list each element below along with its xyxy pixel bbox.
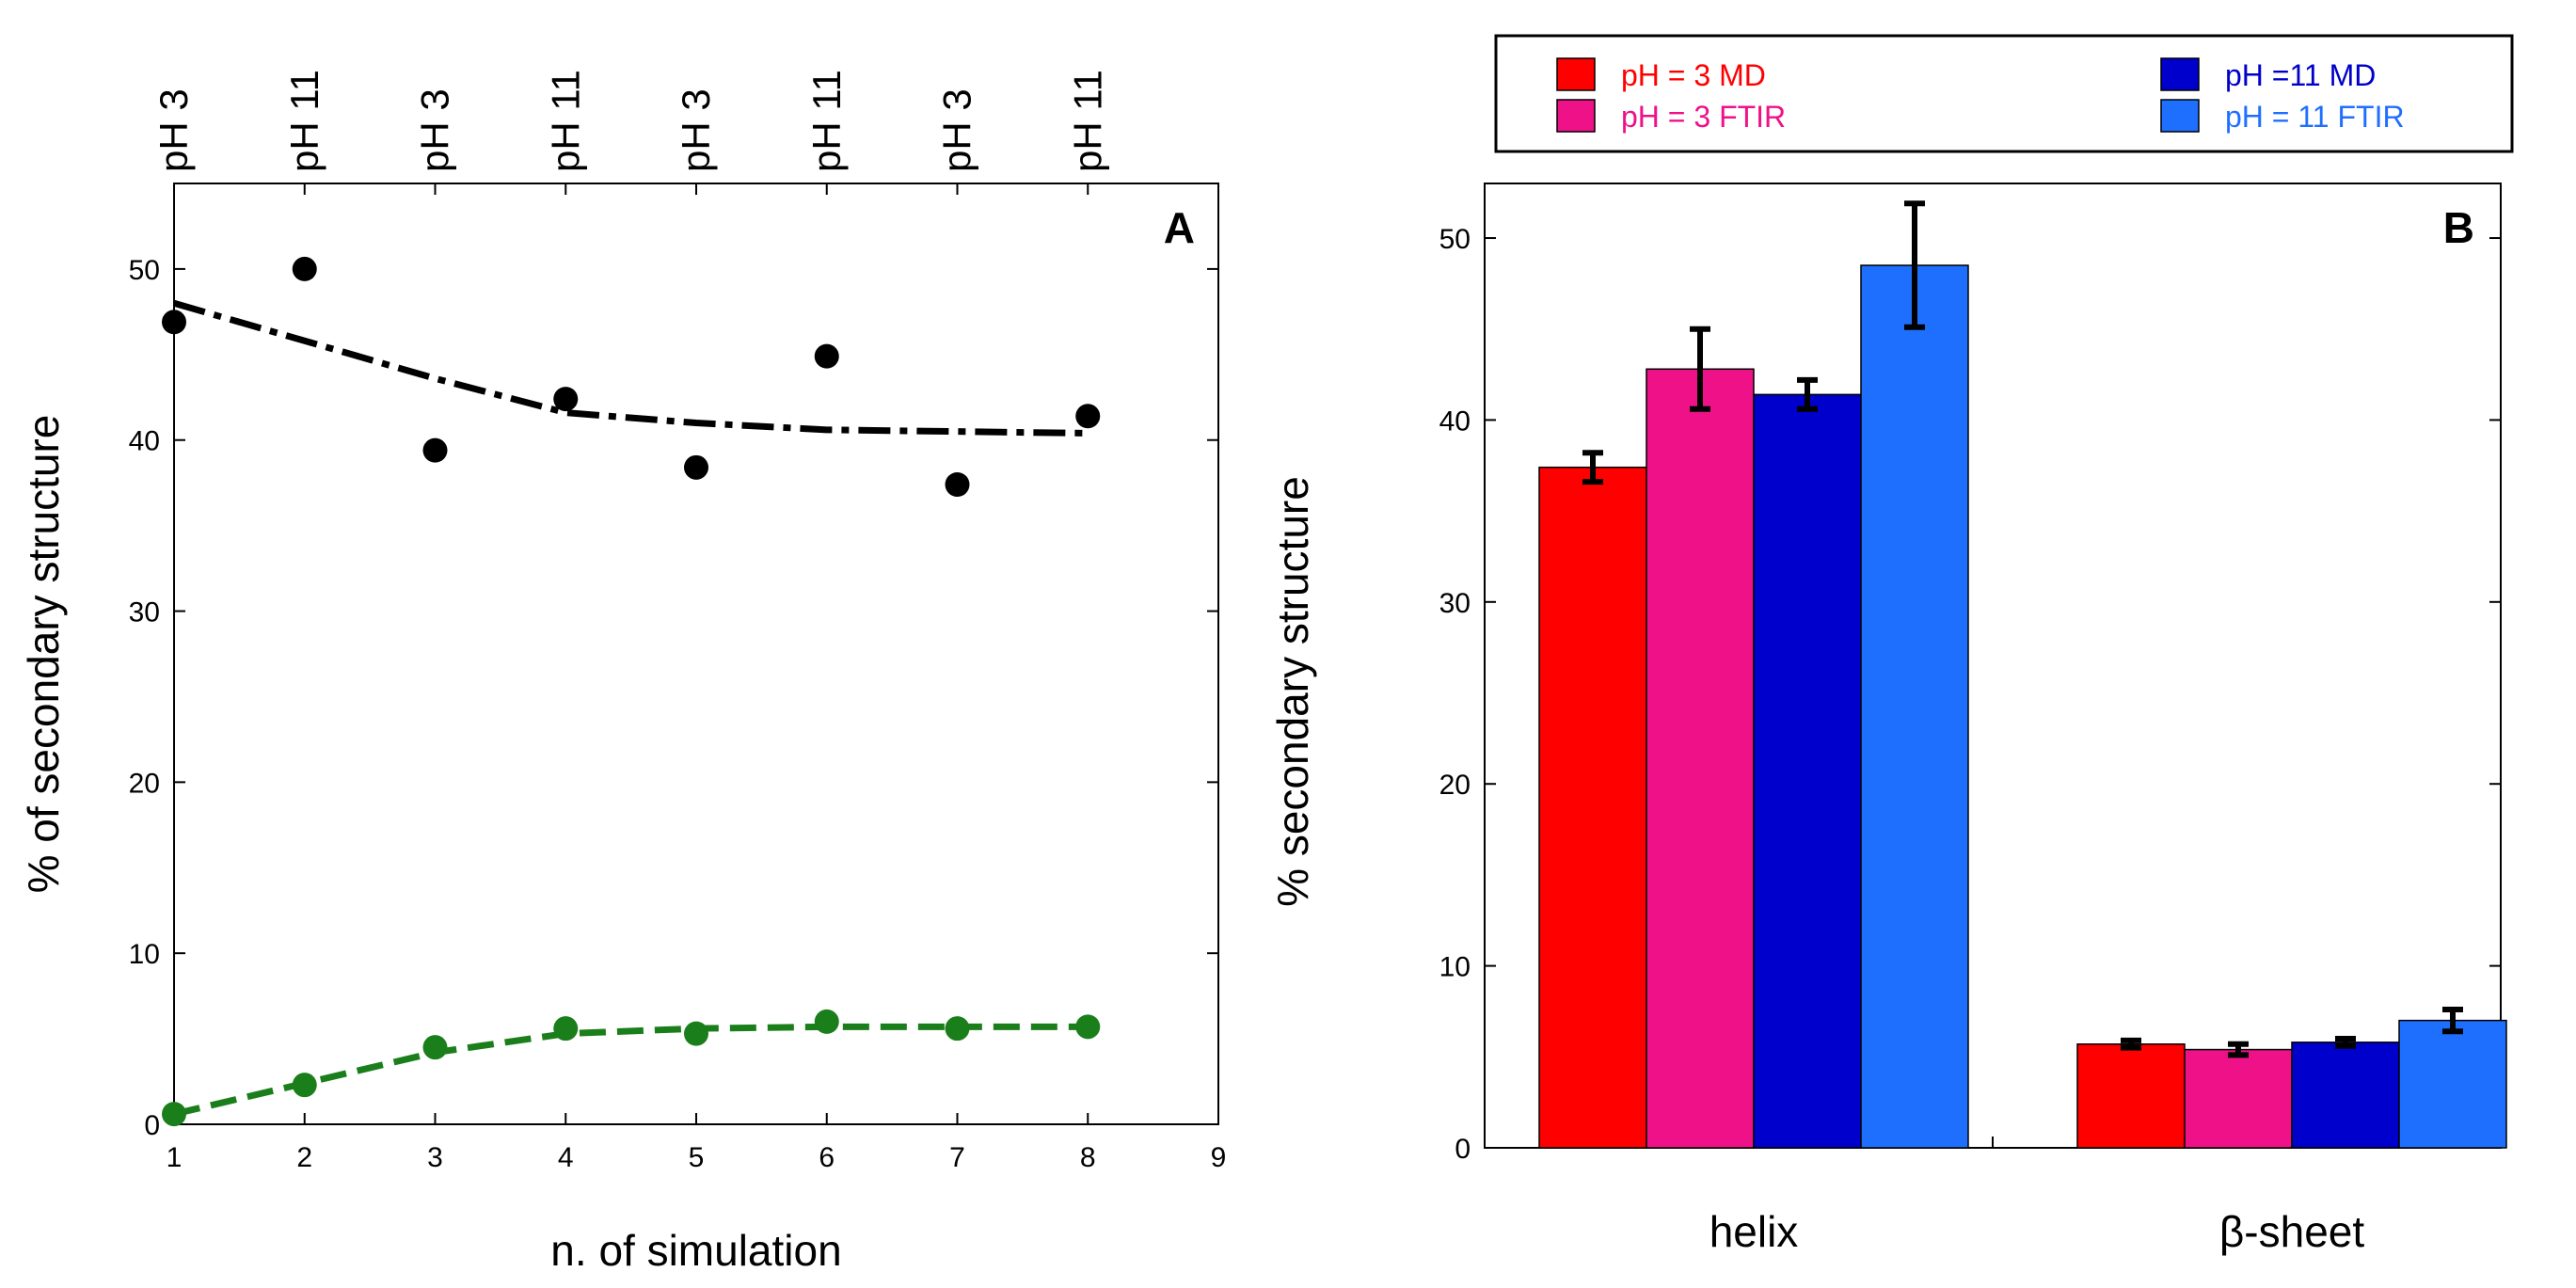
panel-b-label: B <box>2443 203 2474 252</box>
panel-b-y-axis-label: % secondary structure <box>1268 476 1317 907</box>
y-tick-label: 40 <box>1439 405 1471 437</box>
panel-a-chart: A n. of simulation % of secondary struct… <box>19 70 1226 1275</box>
bar <box>2398 1019 2507 1149</box>
legend-label: pH = 3 MD <box>1621 58 1766 92</box>
legend-swatch <box>1556 57 1596 91</box>
y-tick-label: 0 <box>1455 1134 1471 1165</box>
legend-swatch <box>2160 99 2200 133</box>
top-label-5: pH 3 <box>674 88 718 172</box>
data-point <box>1075 1014 1101 1040</box>
data-point <box>945 1016 970 1042</box>
data-point <box>684 1021 708 1046</box>
top-label-2: pH 11 <box>282 70 326 172</box>
x-tick-label: 4 <box>558 1142 574 1173</box>
panel-a-y-axis-label: % of secondary structure <box>19 415 68 894</box>
panel-a-plot-frame <box>173 183 1219 1125</box>
data-point <box>553 1016 579 1042</box>
data-point <box>553 387 579 412</box>
panel-a-series <box>162 256 1101 1127</box>
data-point <box>422 437 448 463</box>
x-tick-label: 7 <box>949 1142 965 1173</box>
top-label-6: pH 11 <box>804 70 849 172</box>
top-label-3: pH 3 <box>413 88 457 172</box>
x-tick-label: 5 <box>689 1142 705 1173</box>
x-tick-label: 9 <box>1211 1142 1227 1173</box>
legend-label: pH = 11 FTIR <box>2225 100 2405 134</box>
y-tick-label: 30 <box>129 597 160 628</box>
data-point <box>292 1073 317 1098</box>
panel-b-legend: pH = 3 MD pH = 3 FTIR pH =11 MD pH = 11 FTI… <box>1556 57 2405 134</box>
panel-b-y-ticks: 0 10 20 30 40 50 <box>1439 224 2501 1165</box>
x-tick-label: 8 <box>1080 1142 1096 1173</box>
trend-line-1 <box>173 299 1089 437</box>
data-point <box>814 1009 839 1034</box>
top-label-4: pH 11 <box>543 70 587 172</box>
legend-label: pH = 3 FTIR <box>1621 100 1786 134</box>
bar <box>2076 1043 2186 1149</box>
top-label-8: pH 11 <box>1065 70 1109 172</box>
data-point <box>292 256 317 281</box>
data-point <box>684 454 708 480</box>
x-tick-label: 3 <box>427 1142 443 1173</box>
y-tick-label: 50 <box>129 255 160 286</box>
data-point <box>814 343 839 369</box>
x-tick-label: 2 <box>296 1142 312 1173</box>
y-tick-label: 20 <box>129 768 160 799</box>
top-label-1: pH 3 <box>151 88 196 172</box>
panel-a-x-axis-label: n. of simulation <box>550 1226 841 1275</box>
x-tick-label: 6 <box>819 1142 835 1173</box>
legend-swatch <box>1556 99 1596 133</box>
panel-b-bars <box>1538 200 2507 1149</box>
panel-b-legend-box <box>1494 34 2514 153</box>
x-tick-label: 1 <box>167 1142 183 1173</box>
y-tick-label: 30 <box>1439 588 1471 619</box>
panel-a-y-ticks: 0 10 20 30 40 50 <box>129 255 1218 1141</box>
panel-a-x-ticks: 1 2 3 4 5 6 7 8 9 <box>167 1113 1227 1173</box>
bar <box>1753 393 1862 1149</box>
legend-swatch <box>2160 57 2200 91</box>
panel-b-category-labels: helix β-sheet <box>1709 1207 2365 1256</box>
data-point <box>1075 404 1101 429</box>
panel-a-top-labels: pH 3 pH 11 pH 3 pH 11 pH 3 pH 11 pH 3 pH 11 <box>151 70 1109 195</box>
bar <box>1860 264 1969 1149</box>
bar <box>1646 368 1755 1149</box>
y-tick-label: 20 <box>1439 770 1471 801</box>
data-point <box>162 310 186 335</box>
trend-line-2 <box>173 1023 1089 1118</box>
legend-label: pH =11 MD <box>2225 58 2376 92</box>
y-tick-label: 0 <box>144 1110 160 1141</box>
data-point <box>945 472 970 497</box>
panel-b-chart: pH = 3 MD pH = 3 FTIR pH =11 MD pH = 11 FTI… <box>1268 34 2514 1256</box>
bar <box>1538 466 1647 1149</box>
data-point <box>422 1035 448 1060</box>
panel-a-label: A <box>1164 203 1195 252</box>
category-label-2: β-sheet <box>2219 1207 2365 1256</box>
y-tick-label: 10 <box>129 939 160 970</box>
y-tick-label: 10 <box>1439 952 1471 983</box>
y-tick-label: 50 <box>1439 224 1471 255</box>
category-label-1: helix <box>1709 1207 1799 1256</box>
data-point <box>162 1102 186 1127</box>
y-tick-label: 40 <box>129 426 160 457</box>
bar <box>2184 1048 2293 1149</box>
bar <box>2291 1042 2400 1149</box>
top-label-7: pH 3 <box>935 88 979 172</box>
